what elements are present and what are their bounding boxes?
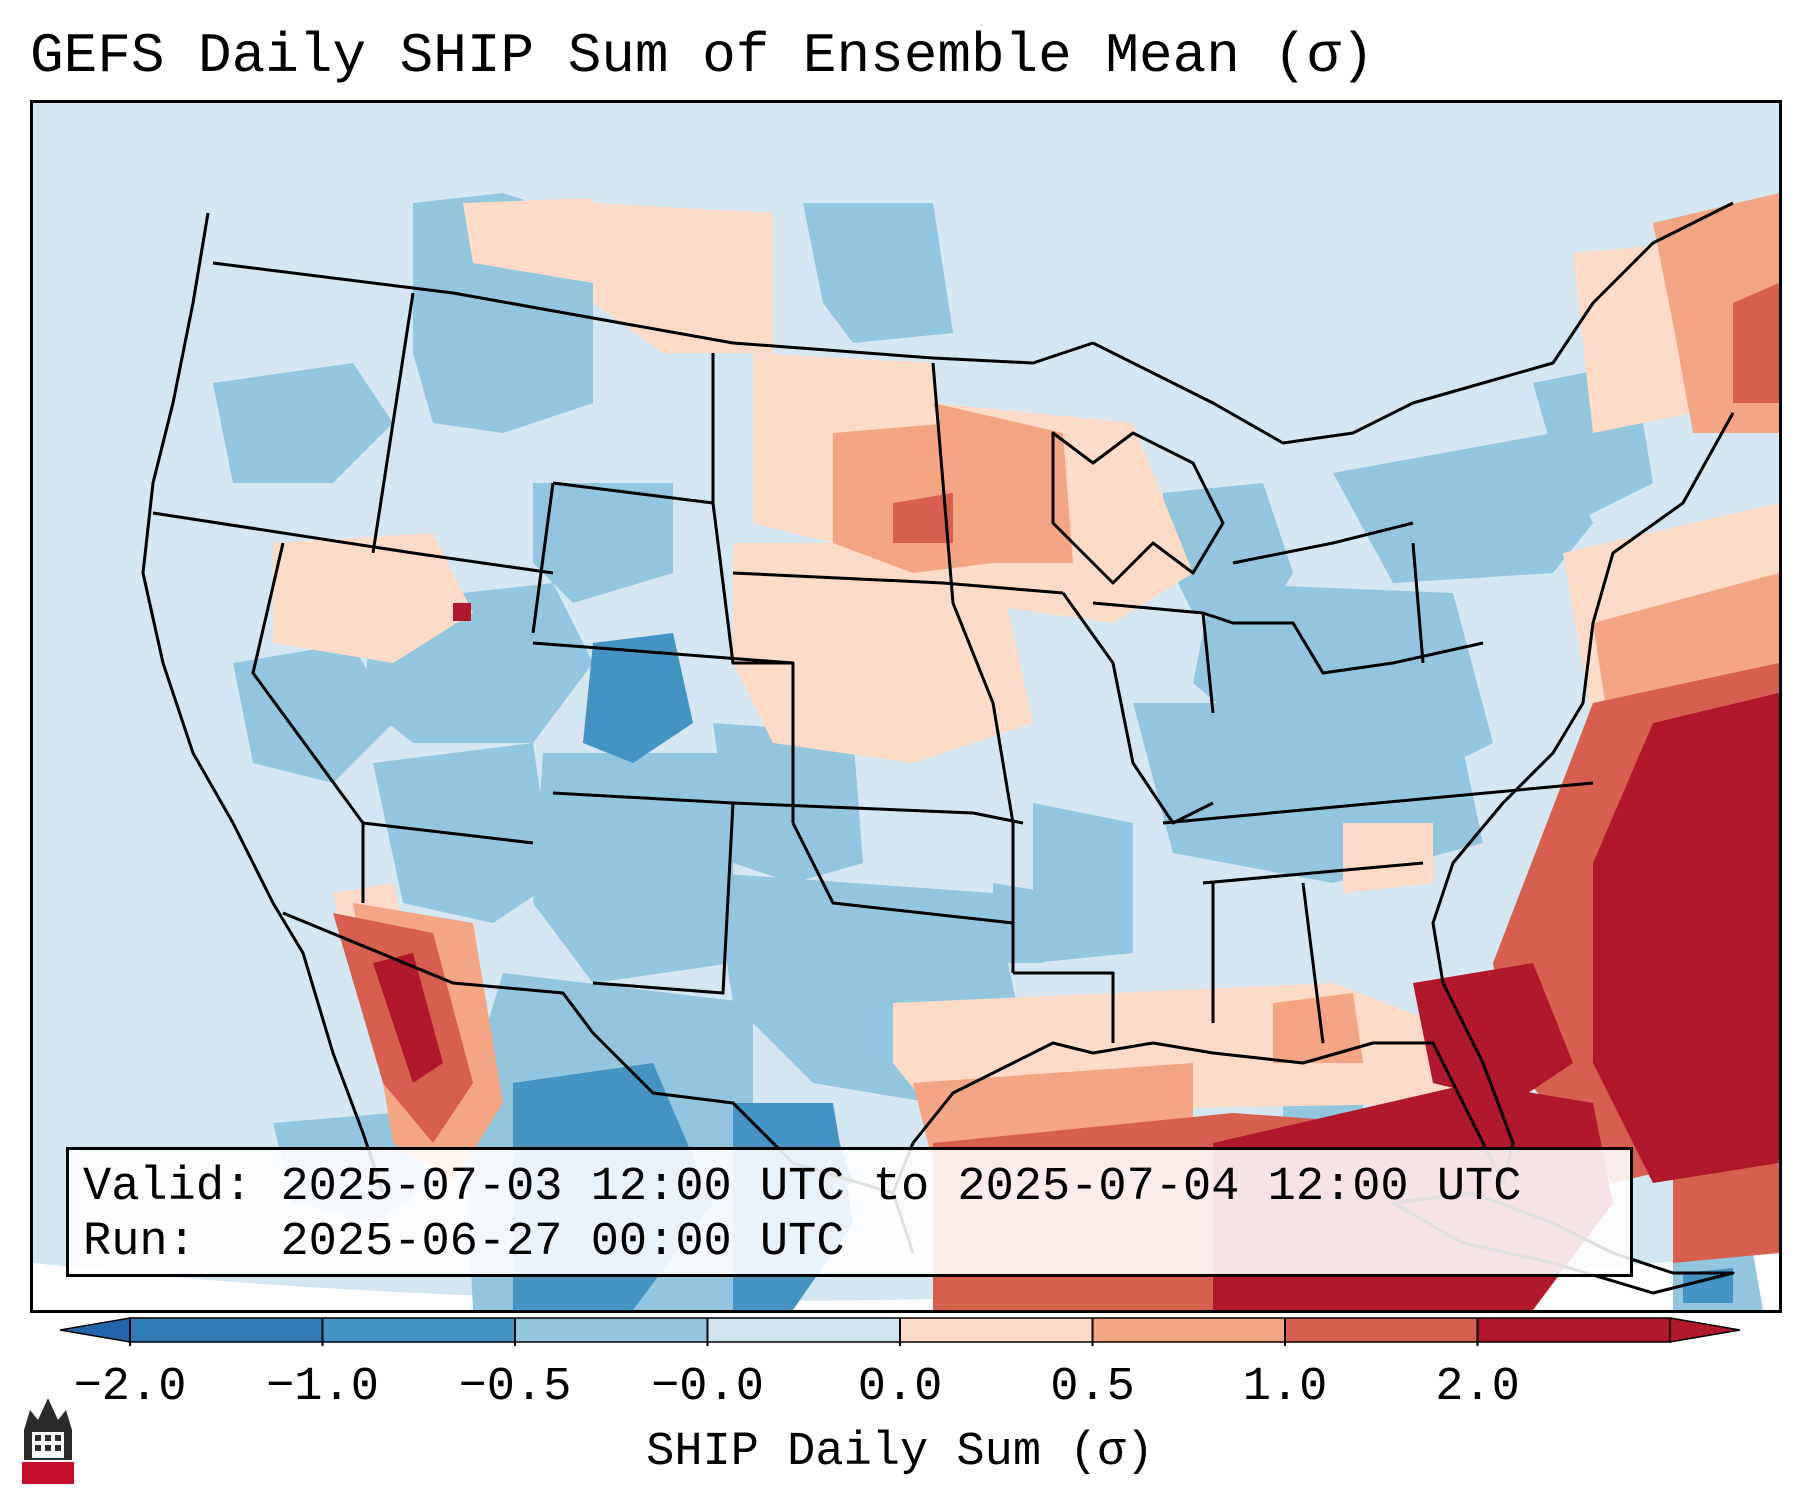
niu-logo-icon [22,1398,74,1484]
colorbar-tick-label: 1.0 [1242,1361,1328,1414]
colorbar-segment [707,1318,901,1342]
colorbar-segment [322,1318,516,1342]
colorbar-svg [59,1317,1741,1346]
run-label: Run: [83,1216,196,1269]
pacific-coastline [141,212,385,1194]
colorbar-segment [1285,1318,1478,1342]
colorbar-tick-label: −2.0 [73,1361,187,1414]
colorbar-tick-label: −0.5 [458,1361,572,1414]
colorbar-extend-high [1669,1317,1741,1343]
niu-logo [20,1390,76,1486]
colorbar-tick-label: 0.5 [1050,1361,1135,1414]
colorbar-tick-label: −1.0 [266,1361,379,1414]
colorbar-segment [900,1318,1093,1342]
colorbar-segment [515,1318,708,1342]
colorbar-segment [1477,1318,1671,1342]
colorbar-extend-low [59,1317,131,1343]
validity-info-box: Valid: 2025-07-03 12:00 UTC to 2025-07-0… [66,1147,1633,1277]
valid-label: Valid: [83,1161,253,1214]
colorbar-tick-label: 2.0 [1435,1361,1520,1414]
colorbar-segment [130,1318,323,1342]
run-value: 2025-06-27 00:00 UTC [280,1216,845,1269]
valid-value: 2025-07-03 12:00 UTC to 2025-07-04 12:00… [280,1161,1522,1214]
colorbar [59,1314,1741,1346]
colorbar-segment [1092,1318,1286,1342]
colorbar-tick-label: −0.0 [651,1361,764,1414]
map-canvas [33,103,1779,1310]
map-panel [30,100,1782,1313]
colorbar-title: SHIP Daily Sum (σ) [646,1426,1154,1479]
colorbar-tick-label: 0.0 [857,1361,943,1414]
chart-title: GEFS Daily SHIP Sum of Ensemble Mean (σ) [30,24,1375,88]
boundaries [141,201,1735,1295]
